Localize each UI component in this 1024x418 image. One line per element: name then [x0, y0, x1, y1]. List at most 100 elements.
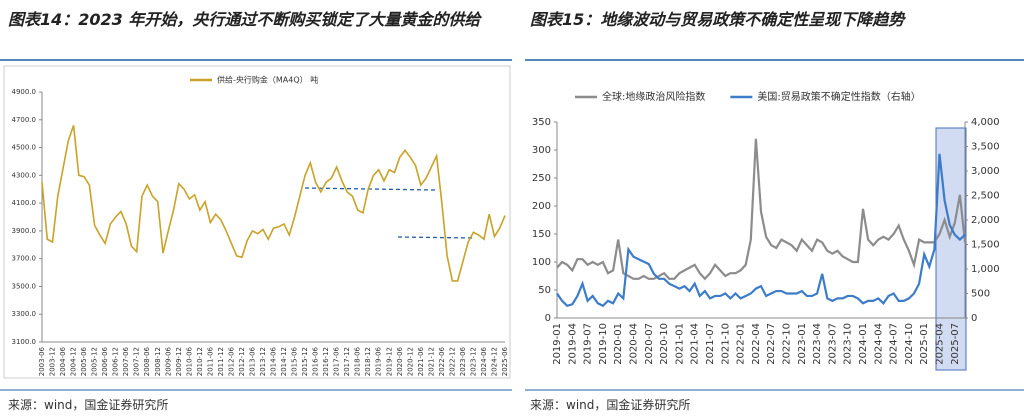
x-tick-label: 2024-07 — [889, 323, 900, 365]
y-tick-label: 250 — [532, 173, 551, 184]
y-tick-label: 3300.0 — [12, 310, 37, 318]
x-tick-label: 2008-06 — [143, 346, 151, 376]
x-tick-label: 2022-01 — [736, 323, 747, 365]
trend-line — [397, 236, 476, 239]
x-tick-label: 2014-06 — [270, 346, 278, 376]
x-tick-label: 2023-01 — [797, 323, 808, 365]
x-tick-label: 2017-12 — [343, 347, 351, 376]
x-tick-label: 2019-10 — [598, 323, 609, 365]
x-tick-label: 2013-12 — [259, 347, 267, 376]
y-tick-label: 3900.0 — [12, 227, 37, 235]
y-tick-label: 3100.0 — [12, 338, 37, 346]
y-tick-label: 0 — [545, 313, 551, 324]
title: 图表14：2023 年开始，央行通过不断购买锁定了大量黄金的供给 — [8, 10, 481, 29]
y-tick-label: 50 — [538, 285, 551, 296]
source: 来源：wind，国金证券研究所 — [8, 398, 169, 412]
series-line — [556, 153, 966, 308]
x-tick-label: 2023-10 — [843, 323, 854, 365]
x-tick-label: 2017-06 — [333, 346, 341, 376]
x-tick-label: 2019-01 — [552, 323, 563, 365]
x-tick-label: 2018-06 — [354, 346, 362, 376]
x-tick-label: 2025-04 — [935, 323, 946, 365]
x-tick-label: 2024-10 — [904, 323, 915, 365]
x-tick-label: 2021-01 — [674, 323, 685, 365]
y-tick-label: 3,500 — [971, 142, 1000, 153]
x-tick-label: 2022-10 — [782, 323, 793, 365]
x-tick-label: 2005-06 — [80, 346, 88, 376]
x-tick-label: 2013-06 — [248, 346, 256, 376]
x-tick-label: 2007-12 — [133, 347, 141, 376]
x-tick-label: 2022-12 — [448, 347, 456, 376]
x-tick-label: 2023-12 — [469, 347, 477, 376]
y-tick-label: 150 — [532, 229, 551, 240]
x-tick-label: 2007-06 — [122, 346, 130, 376]
x-tick-label: 2003-12 — [49, 347, 57, 376]
series-line — [41, 125, 506, 282]
y-tick-label: 4300.0 — [12, 171, 37, 179]
x-tick-label: 2024-01 — [858, 323, 869, 365]
y-tick-label: 350 — [532, 117, 551, 128]
legend-label: 供给-央行购金（MA4Q） 吨 — [217, 75, 318, 85]
x-tick-label: 2012-12 — [238, 347, 246, 376]
y-tick-label: 2,500 — [971, 191, 1000, 202]
x-tick-label: 2019-07 — [583, 323, 594, 365]
chart-frame — [3, 65, 511, 379]
x-tick-label: 2020-04 — [629, 323, 640, 365]
y-tick-label: 1,500 — [971, 240, 1000, 251]
x-tick-label: 2011-12 — [217, 347, 225, 376]
x-tick-label: 2009-06 — [164, 346, 172, 376]
y-tick-label: 4100.0 — [12, 199, 37, 207]
legend-label: 全球:地缘政治风险指数 — [602, 90, 705, 103]
x-tick-label: 2016-12 — [322, 347, 330, 376]
x-tick-label: 2018-12 — [364, 347, 372, 376]
x-tick-label: 2006-06 — [101, 346, 109, 376]
x-tick-label: 2021-07 — [705, 323, 716, 365]
y-tick-label: 100 — [532, 257, 551, 268]
x-tick-label: 2020-12 — [406, 347, 414, 376]
y-tick-label: 3,000 — [971, 166, 1000, 177]
x-tick-label: 2023-04 — [812, 323, 823, 365]
x-tick-label: 2010-12 — [196, 347, 204, 376]
x-tick-label: 2014-12 — [280, 347, 288, 376]
x-tick-label: 2006-12 — [112, 347, 120, 376]
x-tick-label: 2004-06 — [59, 346, 67, 376]
x-tick-label: 2021-12 — [427, 347, 435, 376]
y-tick-label: 4500.0 — [12, 144, 37, 152]
x-tick-label: 2021-10 — [720, 323, 731, 365]
x-tick-label: 2023-06 — [459, 346, 467, 376]
x-tick-label: 2025-01 — [919, 323, 930, 365]
x-tick-label: 2025-06 — [501, 346, 509, 376]
y-tick-label: 1,000 — [971, 264, 1000, 275]
y-tick-label: 4900.0 — [12, 88, 37, 96]
y-tick-label: 0 — [971, 313, 977, 324]
series-line — [556, 138, 967, 281]
x-tick-label: 2020-10 — [659, 323, 670, 365]
x-tick-label: 2022-07 — [766, 323, 777, 365]
x-tick-label: 2019-04 — [567, 323, 578, 365]
x-tick-label: 2024-06 — [480, 346, 488, 376]
x-tick-label: 2011-06 — [206, 346, 214, 376]
x-tick-label: 2003-06 — [38, 346, 46, 376]
y-tick-label: 4,000 — [971, 117, 1000, 128]
x-tick-label: 2009-12 — [175, 347, 183, 376]
y-tick-label: 500 — [971, 289, 990, 300]
x-tick-label: 2021-06 — [417, 346, 425, 376]
x-tick-label: 2022-06 — [438, 346, 446, 376]
x-tick-label: 2008-12 — [154, 347, 162, 376]
x-tick-label: 2019-12 — [385, 347, 393, 376]
y-tick-label: 3500.0 — [12, 282, 37, 290]
y-tick-label: 300 — [532, 145, 551, 156]
x-tick-label: 2010-06 — [185, 346, 193, 376]
x-tick-label: 2005-12 — [91, 347, 99, 376]
y-tick-label: 2,000 — [971, 215, 1000, 226]
x-tick-label: 2023-07 — [827, 323, 838, 365]
x-tick-label: 2025-07 — [950, 323, 961, 365]
x-tick-label: 2015-06 — [291, 346, 299, 376]
y-tick-label: 4700.0 — [12, 116, 37, 124]
x-tick-label: 2020-06 — [396, 346, 404, 376]
x-tick-label: 2022-04 — [751, 323, 762, 365]
x-tick-label: 2024-04 — [873, 323, 884, 365]
x-tick-label: 2020-07 — [644, 323, 655, 365]
